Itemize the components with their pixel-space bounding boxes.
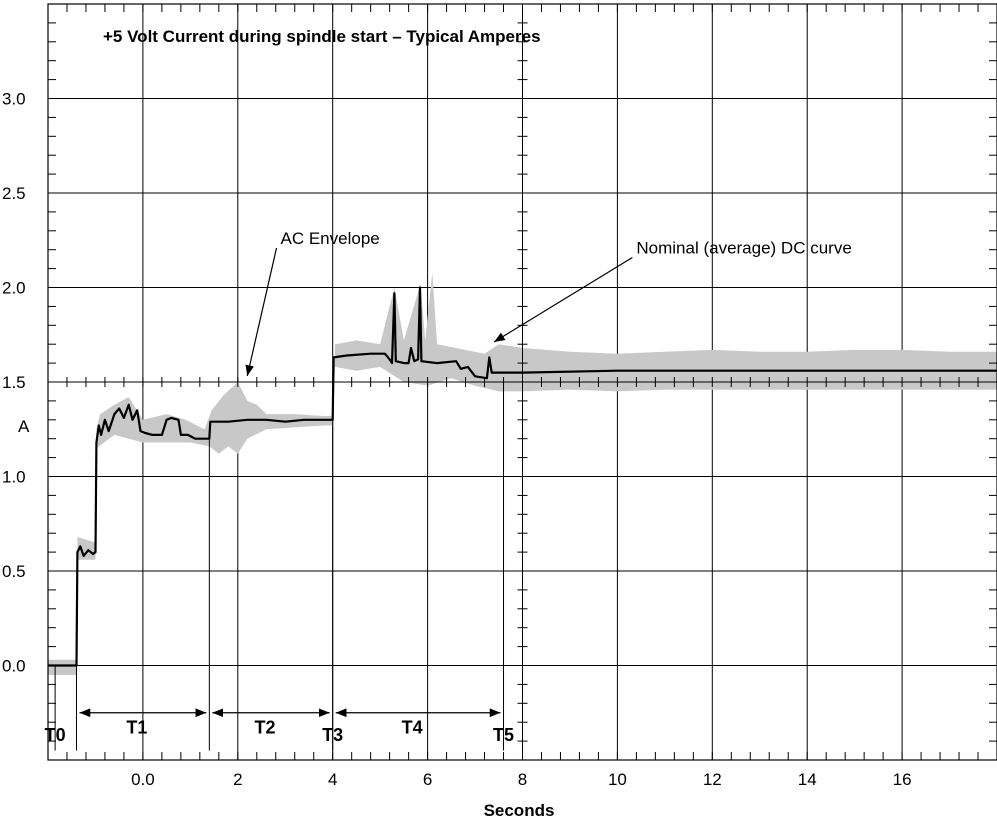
dc-curve-label: Nominal (average) DC curve	[636, 238, 851, 257]
x-tick-label: 8	[518, 770, 527, 789]
phase-label-t2: T2	[255, 718, 276, 738]
axes: 0.0 2 4 6 8 10 12 14 16 0.0 0.5 1.0 1.5 2.0 2.5 3.0	[2, 3, 997, 789]
y-tick-label: 2.0	[2, 279, 26, 298]
y-tick-label: 1.5	[2, 373, 26, 392]
y-axis-unit-label: A	[18, 417, 30, 436]
y-tick-label: 3.0	[2, 90, 26, 109]
series-line-dc-curve	[48, 286, 997, 667]
phase-label-t5: T5	[493, 725, 514, 745]
annotation-arrow	[245, 247, 278, 377]
x-tick-label: 12	[703, 770, 722, 789]
x-axis-title: Seconds	[484, 801, 555, 820]
phase-markers: T1 T2 T4 T0 T3 T5	[45, 378, 514, 751]
x-tick-label: 6	[423, 770, 432, 789]
annotations: AC Envelope Nominal (average) DC curve	[245, 229, 852, 377]
phase-label-t1: T1	[126, 718, 147, 738]
x-tick-label: 14	[798, 770, 817, 789]
y-tick-label: 0.0	[2, 657, 26, 676]
annotation-arrow	[493, 256, 633, 343]
x-tick-label: 16	[893, 770, 912, 789]
y-tick-label: 1.0	[2, 468, 26, 487]
phase-label-t3: T3	[322, 725, 343, 745]
ac-envelope	[48, 272, 997, 675]
x-tick-label: 4	[328, 770, 337, 789]
x-tick-label: 0.0	[131, 770, 155, 789]
x-tick-label: 10	[608, 770, 627, 789]
phase-label-t4: T4	[402, 718, 423, 738]
chart-title: +5 Volt Current during spindle start – T…	[103, 27, 541, 46]
y-tick-label: 0.5	[2, 562, 26, 581]
ac-envelope-band	[48, 272, 997, 675]
ac-envelope-label: AC Envelope	[281, 229, 380, 248]
phase-label-t0: T0	[45, 725, 66, 745]
y-tick-label: 2.5	[2, 184, 26, 203]
x-tick-label: 2	[233, 770, 242, 789]
